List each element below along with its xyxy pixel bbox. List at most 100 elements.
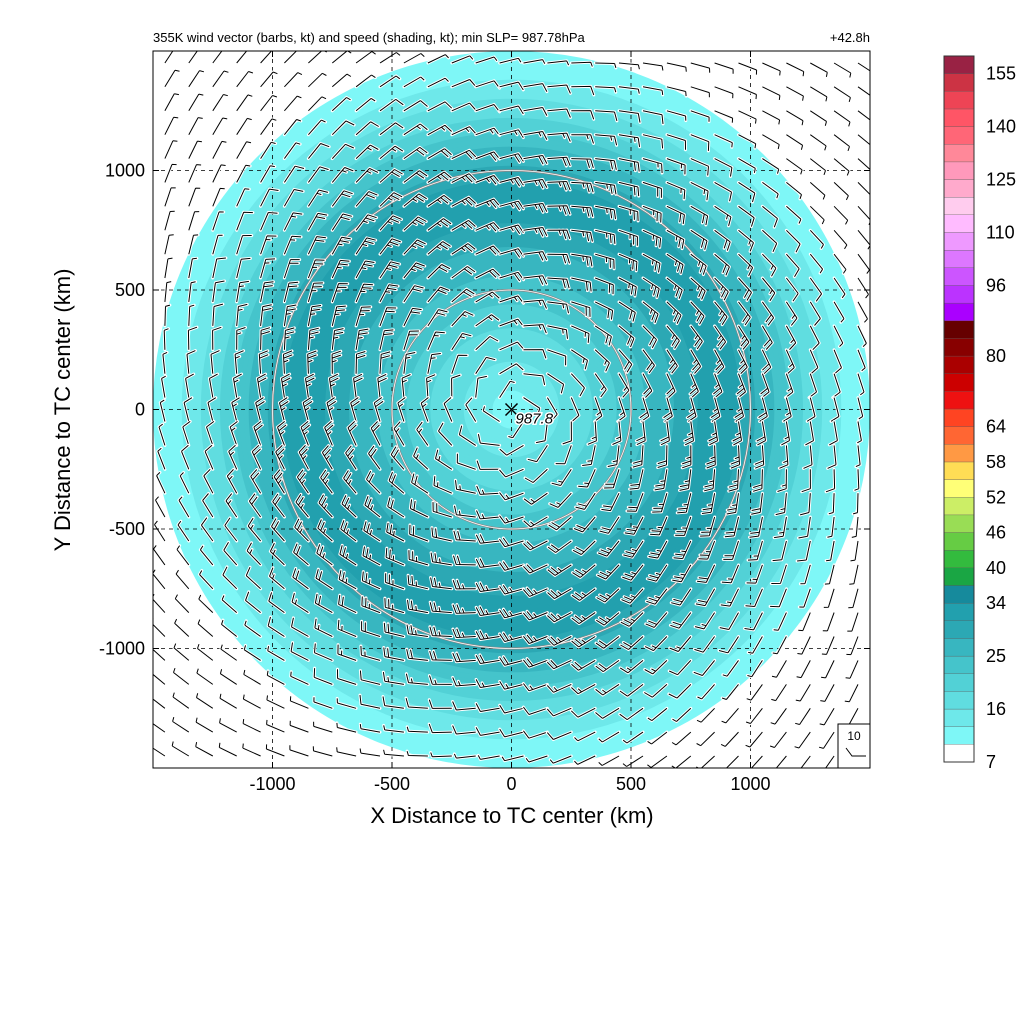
wind-barb — [597, 564, 620, 580]
wind-barb — [187, 326, 198, 350]
wind-barb — [307, 327, 319, 350]
wind-barb — [426, 374, 436, 398]
wind-barb — [547, 636, 572, 646]
wind-barb — [370, 421, 381, 446]
wind-barb — [385, 548, 405, 566]
wind-barb — [690, 158, 709, 176]
wind-barb — [648, 540, 668, 559]
wind-barb — [762, 205, 778, 228]
wind-barb — [547, 564, 572, 576]
wind-barb — [826, 540, 835, 562]
wind-barb — [618, 86, 640, 94]
colorbar-box — [943, 691, 975, 710]
wind-barb — [547, 612, 572, 623]
wind-barb — [475, 198, 500, 208]
wind-barb — [331, 259, 350, 279]
wind-barb — [535, 421, 548, 444]
wind-barb — [786, 205, 802, 224]
wind-barb — [762, 277, 776, 302]
wind-barb — [475, 356, 496, 374]
wind-barb — [200, 517, 214, 542]
wind-barb — [672, 707, 692, 722]
wind-barb — [361, 596, 381, 614]
wind-barb — [379, 169, 403, 183]
wind-barb — [786, 277, 799, 302]
wind-barb — [785, 301, 798, 326]
colorbar-label: 40 — [986, 558, 1006, 578]
wind-barb — [642, 181, 662, 198]
wind-barb — [300, 421, 310, 446]
wind-barb — [366, 470, 381, 494]
wind-barb — [295, 494, 309, 518]
wind-barb — [825, 755, 835, 768]
wind-barb — [758, 397, 768, 422]
wind-barb — [666, 253, 684, 274]
wind-barb — [308, 72, 327, 88]
wind-barb — [809, 301, 821, 326]
wind-barb — [671, 588, 692, 606]
wind-barb — [523, 59, 546, 64]
wind-barb — [296, 469, 309, 494]
wind-barb — [429, 650, 452, 661]
wind-barb — [714, 349, 725, 374]
wind-barb — [289, 696, 309, 709]
wind-barb — [267, 646, 285, 661]
wind-barb — [762, 110, 781, 125]
wind-barb — [618, 158, 640, 172]
wind-barb — [726, 493, 739, 515]
wind-barb — [857, 205, 870, 225]
wind-barb — [321, 445, 333, 470]
wind-barb — [571, 325, 590, 343]
colorbar-frame — [943, 55, 975, 763]
wind-barb — [343, 470, 357, 494]
wind-barb — [451, 311, 474, 327]
wind-barb — [714, 134, 733, 148]
wind-barb — [499, 177, 524, 187]
wind-barb — [571, 205, 594, 217]
wind-barb — [618, 110, 641, 123]
wind-barb — [475, 630, 500, 640]
wind-barb — [355, 306, 371, 327]
wind-barb — [698, 540, 716, 560]
colorbar-box — [943, 620, 975, 639]
wind-barb — [206, 421, 215, 446]
wind-barb — [618, 253, 638, 271]
wind-barb — [452, 677, 476, 687]
y-tick-label: -500 — [109, 519, 145, 539]
wind-barb — [379, 215, 402, 231]
wind-barb — [738, 277, 752, 301]
colorbar-label: 155 — [986, 64, 1016, 84]
wind-barb — [430, 577, 452, 590]
colorbar-box — [943, 126, 975, 145]
colorbar-box — [943, 214, 975, 233]
wind-barb — [233, 373, 242, 398]
wind-barb — [291, 592, 309, 614]
wind-barb — [571, 277, 592, 292]
wind-barb — [796, 660, 811, 679]
wind-barb — [499, 728, 524, 738]
wind-barb — [714, 253, 730, 276]
wind-barb — [430, 552, 452, 566]
wind-barb — [324, 421, 334, 446]
wind-barb — [475, 606, 500, 616]
wind-barb — [523, 131, 548, 140]
wind-barb — [647, 755, 668, 768]
wind-barb — [748, 636, 763, 654]
colorbar-box — [943, 55, 975, 74]
wind-barb — [501, 755, 524, 762]
wind-barb — [799, 588, 811, 608]
wind-barb — [523, 107, 548, 116]
wind-barb — [629, 469, 644, 490]
wind-barb — [547, 301, 569, 314]
wind-barb — [523, 299, 547, 309]
wind-barb — [383, 749, 404, 757]
wind-barb — [157, 447, 166, 470]
wind-barb — [809, 229, 824, 249]
wind-barb — [708, 421, 718, 446]
wind-barb — [594, 301, 614, 320]
colorbar-box — [943, 285, 975, 304]
wind-barb — [290, 642, 309, 661]
wind-barb — [403, 146, 428, 160]
wind-barb — [694, 612, 716, 630]
wind-barb — [693, 660, 715, 676]
